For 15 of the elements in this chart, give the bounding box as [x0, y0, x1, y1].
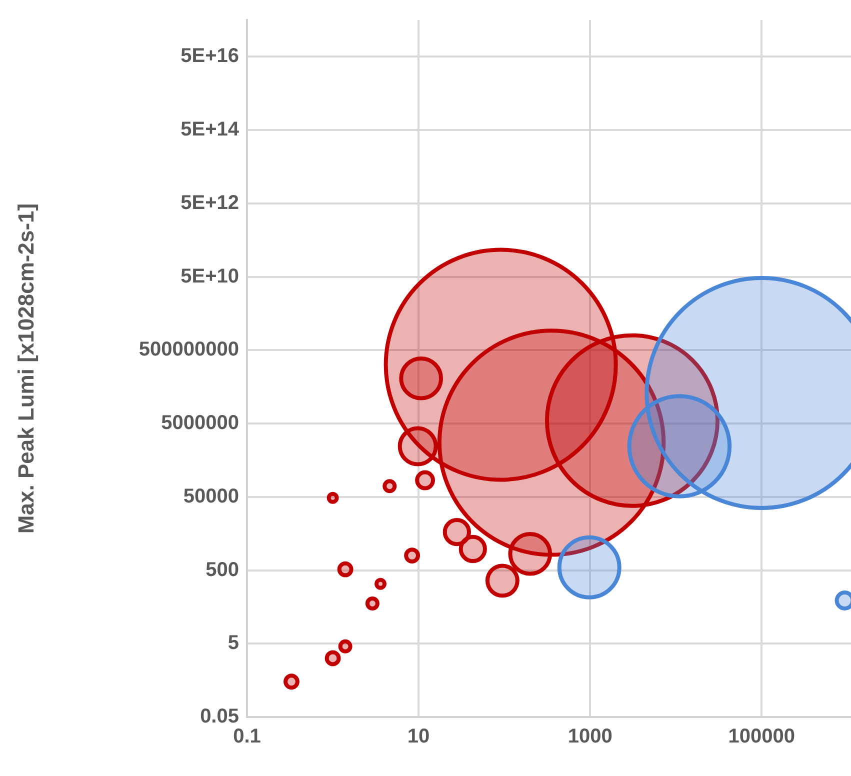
x-tick-label: 0.1	[233, 726, 261, 748]
x-tick-label: 1000	[568, 726, 612, 748]
y-tick-label: 5000000	[161, 412, 239, 434]
x-tick-label: 100000	[728, 726, 796, 748]
y-tick-label: 50000	[183, 485, 239, 508]
y-tick-label: 5E+10	[180, 265, 239, 288]
y-tick-label: 500000000	[138, 338, 239, 361]
y-tick-label: 5E+16	[180, 45, 239, 68]
x-tick-label: 10	[407, 726, 430, 748]
y-tick-label: 0.05	[200, 706, 239, 728]
y-axis-title: Max. Peak Lumi [x1028cm-2s-1]	[13, 203, 38, 534]
y-tick-label: 5E+14	[180, 118, 240, 141]
y-tick-label: 5	[228, 632, 239, 654]
y-tick-label: 5E+12	[180, 192, 239, 214]
y-tick-label: 500	[206, 558, 239, 581]
